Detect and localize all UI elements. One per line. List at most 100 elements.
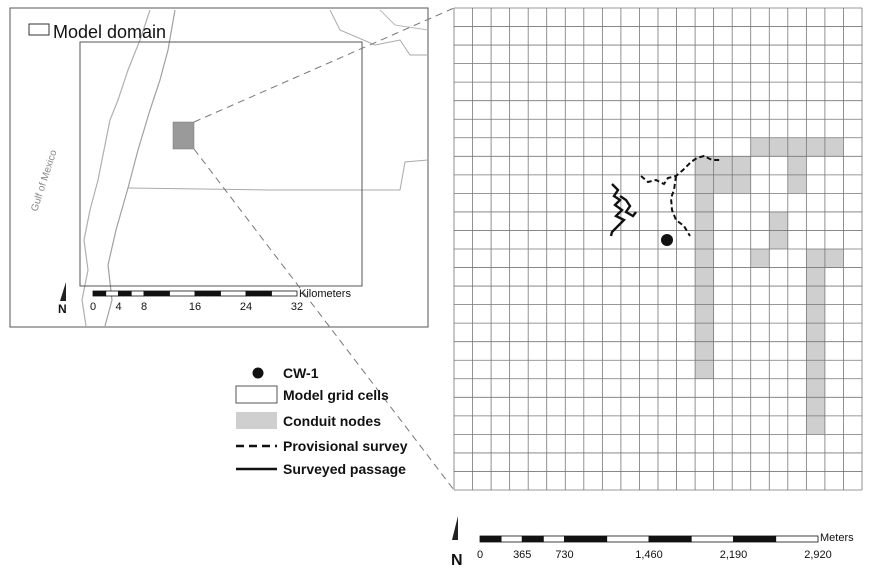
scale-segment xyxy=(220,290,247,297)
river xyxy=(104,9,176,327)
scale-segment xyxy=(690,535,734,543)
north-label: N xyxy=(451,552,463,569)
conduit-node-cell xyxy=(806,378,825,398)
scale-segment xyxy=(143,290,170,297)
legend: CW-1 Model grid cells Conduit nodes Prov… xyxy=(235,365,408,477)
scale-segment xyxy=(606,535,650,543)
scale-tick-label: 2,190 xyxy=(720,549,748,561)
scale-tick-label: 0 xyxy=(90,301,96,313)
conduit-node-cell xyxy=(806,415,825,435)
conduit-node-cell xyxy=(695,211,714,231)
conduit-node-cell xyxy=(713,174,733,194)
scale-segment xyxy=(118,290,132,297)
legend-grid-label: Model grid cells xyxy=(283,387,389,403)
cw-1-well-marker xyxy=(661,234,673,246)
scale-tick-label: 1,460 xyxy=(635,549,663,561)
provisional-survey-line xyxy=(669,175,691,237)
boundary-line xyxy=(379,9,429,31)
model-domain-legend-swatch xyxy=(28,23,50,36)
legend-well-label: CW-1 xyxy=(283,365,319,381)
conduit-node-cell xyxy=(695,156,714,175)
conduit-node-cell xyxy=(732,156,751,175)
conduit-node-cell xyxy=(787,174,807,194)
river xyxy=(81,9,151,327)
scale-tick-label: 32 xyxy=(291,301,303,313)
conduit-node-cell xyxy=(806,137,825,157)
conduit-node-cell xyxy=(806,341,825,361)
provisional-survey-line xyxy=(640,154,722,186)
scale-tick-label: 8 xyxy=(141,301,147,313)
model-domain-label: Model domain xyxy=(53,22,166,42)
scale-tick-label: 16 xyxy=(189,301,201,313)
scale-unit-label: Meters xyxy=(820,532,854,544)
conduit-node-cell xyxy=(806,397,825,416)
conduit-node-cell xyxy=(695,341,714,361)
conduit-node-cell xyxy=(806,286,825,305)
meters-scale-bar: 0 365 730 1,460 2,190 2,920 Meters xyxy=(477,532,854,561)
conduit-node-cell xyxy=(787,156,807,175)
conduit-node-cell xyxy=(824,137,844,157)
legend-conduit-label: Conduit nodes xyxy=(283,413,381,429)
model-grid xyxy=(453,7,863,491)
boundary-line xyxy=(329,9,428,56)
scale-tick-label: 730 xyxy=(555,549,573,561)
legend-conduit-swatch xyxy=(236,412,277,429)
conduit-node-cell xyxy=(695,304,714,324)
conduit-node-cell xyxy=(695,174,714,194)
scale-segment xyxy=(194,290,221,297)
scale-tick-label: 24 xyxy=(240,301,252,313)
conduit-node-cell xyxy=(750,137,770,157)
conduit-node-cell xyxy=(824,249,844,268)
conduit-node-cell xyxy=(806,249,825,268)
scale-segment xyxy=(92,290,107,297)
conduit-node-cell xyxy=(806,360,825,379)
conduit-node-cell xyxy=(769,137,788,157)
scale-tick-label: 4 xyxy=(115,301,121,313)
conduit-node-cell xyxy=(787,137,807,157)
inset-north-arrow: N xyxy=(58,282,67,316)
conduit-node-cell xyxy=(695,249,714,268)
scale-tick-label: 0 xyxy=(477,549,483,561)
conduit-node-cell xyxy=(732,174,751,194)
conduit-node-cell xyxy=(695,360,714,379)
legend-well-symbol xyxy=(252,367,264,379)
inset-map: Model domain Gulf of Mexico N 0 4 8 16 24 32K… xyxy=(9,7,429,328)
conduit-node-cell xyxy=(769,211,788,231)
grid-area-location xyxy=(172,121,195,150)
conduit-node-cell xyxy=(695,267,714,287)
conduit-node-cell xyxy=(806,323,825,342)
boundary-line xyxy=(127,159,429,191)
scale-segment xyxy=(733,535,777,543)
conduit-node-cell xyxy=(695,323,714,342)
scale-unit-label: Kilometers xyxy=(299,288,351,300)
inset-frame xyxy=(9,7,429,328)
conduit-node-cell xyxy=(695,193,714,212)
scale-segment xyxy=(564,535,608,543)
scale-segment xyxy=(105,290,119,297)
scale-segment xyxy=(130,290,145,297)
scale-segment xyxy=(542,535,565,543)
scale-segment xyxy=(271,290,298,297)
conduit-node-cell xyxy=(806,267,825,287)
conduit-node-cell xyxy=(695,286,714,305)
conduit-node-cell xyxy=(750,249,770,268)
scale-segment xyxy=(169,290,196,297)
scale-segment xyxy=(648,535,692,543)
conduit-node-cell xyxy=(695,230,714,249)
surveyed-passage-line xyxy=(609,183,637,237)
scale-segment xyxy=(500,535,523,543)
scale-tick-label: 2,920 xyxy=(804,549,832,561)
scale-tick-label: 365 xyxy=(513,549,531,561)
scale-segment xyxy=(521,535,544,543)
conduit-node-cell xyxy=(806,304,825,324)
north-arrow: N xyxy=(451,516,463,569)
scale-segment xyxy=(479,535,502,543)
model-domain-outline xyxy=(79,41,363,287)
conduit-node-cell xyxy=(769,230,788,249)
scale-segment xyxy=(775,535,819,543)
legend-surveyed-label: Surveyed passage xyxy=(283,461,406,477)
inset-north-label: N xyxy=(58,302,67,316)
legend-provisional-label: Provisional survey xyxy=(283,438,408,454)
